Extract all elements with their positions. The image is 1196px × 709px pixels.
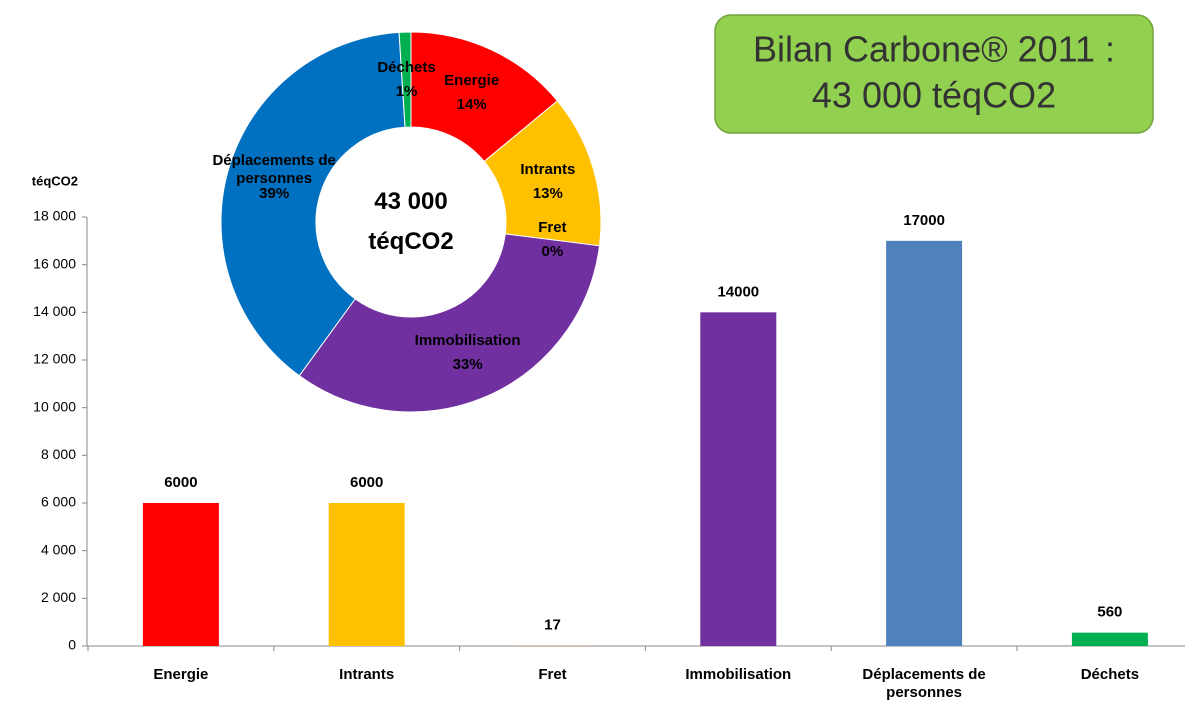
y-tick-label: 8 000 <box>41 446 76 462</box>
bar-value-label: 560 <box>1097 604 1122 621</box>
bar <box>142 503 219 646</box>
bar-value-label: 6000 <box>164 474 197 491</box>
bar <box>328 503 405 646</box>
y-tick-label: 4 000 <box>41 541 76 557</box>
donut-center-label: 43 000 téqCO2 <box>368 188 454 255</box>
bar-value-label: 6000 <box>350 474 383 491</box>
slice-value-label: 33% <box>452 355 483 373</box>
y-tick-label: 2 000 <box>41 589 76 605</box>
title-line: Bilan Carbone® 2011 : <box>753 29 1115 70</box>
y-tick-label: 6 000 <box>41 494 76 510</box>
slice-label: Intrants <box>520 161 576 179</box>
slice-value-label: 1% <box>395 82 418 100</box>
x-tick-label: Déchets <box>1080 666 1140 683</box>
x-tick-label: Déplacements de personnes <box>862 666 986 701</box>
y-tick-label: 10 000 <box>33 398 76 414</box>
y-tick-label: 18 000 <box>33 208 76 224</box>
donut-slice <box>398 31 412 128</box>
bar-value-label: 17000 <box>903 212 945 229</box>
x-tick-label: Immobilisation <box>685 666 792 683</box>
y-tick-label: 14 000 <box>33 303 76 319</box>
slice-label: Déplacements de personnes <box>212 152 336 188</box>
y-axis-title: téqCO2 <box>32 173 78 188</box>
y-tick-label: 12 000 <box>33 351 76 367</box>
slice-label: Immobilisation <box>414 331 521 349</box>
y-tick-label: 16 000 <box>33 255 76 271</box>
slice-value-label: 0% <box>541 242 564 260</box>
slice-value-label: 13% <box>532 185 563 203</box>
slice-label: Déchets <box>377 58 436 76</box>
slice-label: Energie <box>444 72 500 90</box>
bar-value-label: 17 <box>544 617 561 634</box>
bar-value-label: 14000 <box>717 283 759 300</box>
title-box <box>714 14 1154 134</box>
slice-value-label: 39% <box>259 185 290 203</box>
title-line: 43 000 téqCO2 <box>812 75 1056 116</box>
slice-value-label: 14% <box>456 96 487 114</box>
bar <box>700 312 777 646</box>
donut-slice <box>298 233 601 413</box>
x-tick-label: Fret <box>538 666 567 683</box>
x-tick-label: Intrants <box>339 666 395 683</box>
y-tick-label: 0 <box>68 637 76 653</box>
bar <box>886 240 963 647</box>
x-tick-label: Energie <box>153 666 209 683</box>
donut-slice <box>220 31 406 377</box>
bar <box>1071 632 1148 646</box>
slice-label: Fret <box>538 218 567 236</box>
